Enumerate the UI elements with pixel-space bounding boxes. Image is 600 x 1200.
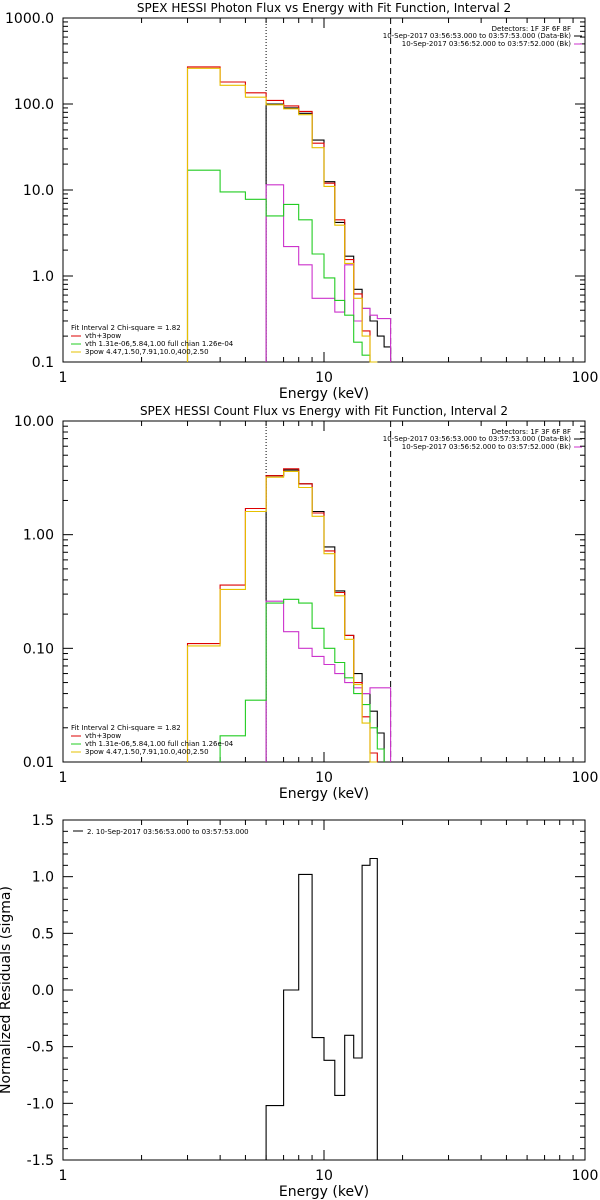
legend-entry: vth+3pow [85,332,121,340]
series-line-2 [265,600,392,762]
y-tick-label: 1000.0 [5,11,54,27]
y-tick-label: 10.0 [23,183,54,199]
x-axis-label: Energy (keV) [279,1184,369,1200]
legend-entry: 2. 10-Sep-2017 03:56:53.000 to 03:57:53.… [87,828,249,836]
legend-entry: 10-Sep-2017 03:56:53.000 to 03:57:53.000… [383,435,572,443]
series-line-5 [186,470,378,763]
x-axis-ticks [62,18,574,362]
plot-frame [62,17,586,363]
y-tick-label: 1.0 [32,269,54,285]
x-tick-label: 1 [59,1168,68,1184]
legend-header: Detectors: 1F 3F 6F 8F [492,428,571,436]
chart-panel-1: SPEX HESSI Photon Flux vs Energy with Fi… [5,1,598,402]
y-tick-label: 0.10 [23,641,54,657]
y-tick-label: 10.00 [14,414,54,430]
series-line-2 [265,184,392,362]
x-axis-label: Energy (keV) [279,786,369,802]
series-line-3 [186,468,378,762]
legend-entry: vth 1.31e-06,5.84,1.00 full chian 1.26e-… [85,740,234,748]
y-tick-label: -1.0 [27,1096,54,1112]
chart-panel-2: SPEX HESSI Count Flux vs Energy with Fit… [14,404,598,802]
x-axis-ticks [62,820,574,1160]
x-tick-label: 1 [59,770,68,786]
x-tick-label: 100 [572,1168,599,1184]
y-axis-ticks [63,425,585,763]
y-tick-label: 0.5 [32,926,54,942]
y-tick-label: 1.5 [32,813,54,829]
y-tick-label: 1.0 [32,870,54,886]
chart-title: SPEX HESSI Photon Flux vs Energy with Fi… [137,1,511,15]
y-tick-label: -1.5 [27,1153,54,1169]
legend-entry: 10-Sep-2017 03:56:52.000 to 03:57:52.000… [402,443,572,451]
legend-header: Fit Interval 2 Chi-square = 1.82 [71,724,181,732]
x-axis-ticks [62,421,574,762]
plot-frame [62,420,586,763]
series-line-1 [265,469,385,762]
x-tick-label: 100 [572,370,599,386]
series-line-4 [186,169,378,363]
legend-entry: 3pow 4.47,1.50,7.91,10.0,400,2.50 [85,748,209,756]
x-tick-label: 10 [315,370,333,386]
series-line-1 [265,857,378,1160]
y-axis-ticks [63,21,585,363]
plot-frame [62,819,586,1161]
x-tick-label: 100 [572,770,599,786]
y-tick-label: -0.5 [27,1040,54,1056]
y-axis-label: Normalized Residuals (sigma) [0,886,14,1094]
x-tick-label: 10 [315,770,333,786]
y-tick-label: 1.00 [23,528,54,544]
legend-header: Fit Interval 2 Chi-square = 1.82 [71,324,181,332]
y-tick-label: 0.01 [23,755,54,771]
x-tick-label: 1 [59,370,68,386]
series-line-1 [265,103,392,362]
chart-panel-3: 1 10 100 Energy (keV) -1.5 -1.0 -0.5 0.0 0.5 1.0 1… [0,813,598,1200]
legend-entry: vth+3pow [85,732,121,740]
x-axis-label: Energy (keV) [279,386,369,402]
legend-header: Detectors: 1F 3F 6F 8F [492,25,571,33]
series-line-4 [219,598,385,762]
series-line-5 [186,67,378,363]
series-line-3 [186,66,378,363]
y-tick-label: 100.0 [14,97,54,113]
x-tick-label: 10 [315,1168,333,1184]
legend-entry: 10-Sep-2017 03:56:52.000 to 03:57:52.000… [402,40,572,48]
y-tick-label: 0.0 [32,983,54,999]
legend-entry: 3pow 4.47,1.50,7.91,10.0,400,2.50 [85,348,209,356]
legend-entry: vth 1.31e-06,5.84,1.00 full chian 1.26e-… [85,340,234,348]
chart-title: SPEX HESSI Count Flux vs Energy with Fit… [140,404,508,418]
legend-entry: 10-Sep-2017 03:56:53.000 to 03:57:53.000… [383,32,572,40]
y-axis-ticks [63,819,585,1161]
y-tick-label: 0.1 [32,355,54,371]
